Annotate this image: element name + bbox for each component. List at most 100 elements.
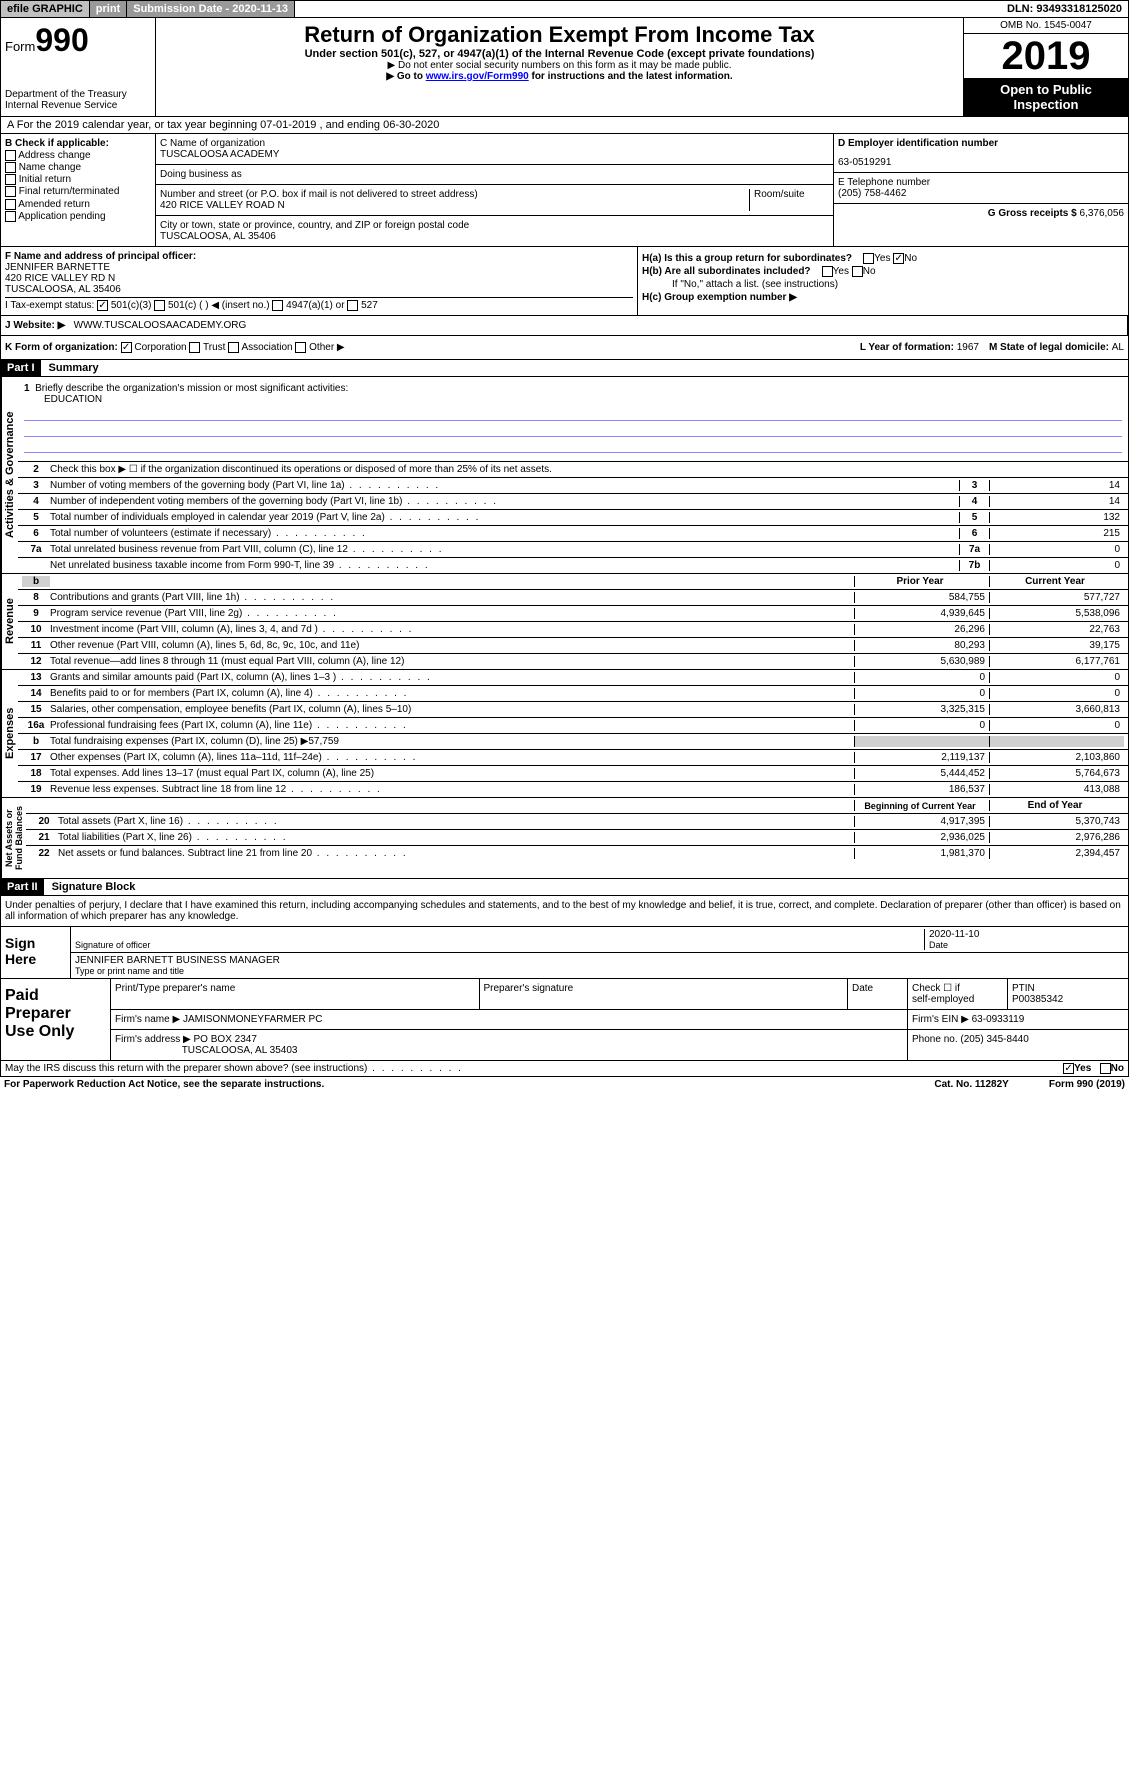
q17-curr: 2,103,860 — [989, 752, 1124, 763]
cb-discuss-yes[interactable] — [1063, 1063, 1074, 1074]
self-employed-label: self-employed — [912, 994, 974, 1005]
gross-label: G Gross receipts $ — [988, 208, 1080, 219]
officer-addr1: 420 RICE VALLEY RD N — [5, 273, 633, 284]
sig-officer-label: Signature of officer — [75, 940, 924, 950]
firm-addr2: TUSCALOOSA, AL 35403 — [182, 1045, 298, 1056]
q16a-curr: 0 — [989, 720, 1124, 731]
q11-prior: 80,293 — [854, 640, 989, 651]
row-a-period: A For the 2019 calendar year, or tax yea… — [0, 117, 1129, 134]
preparer-name-hdr: Print/Type preparer's name — [111, 979, 480, 1009]
q14-curr: 0 — [989, 688, 1124, 699]
ein-value: 63-0519291 — [838, 157, 1124, 168]
q7a-value: 0 — [989, 544, 1124, 555]
row-i: I Tax-exempt status: 501(c)(3) 501(c) ( … — [5, 300, 633, 311]
firm-addr1: PO BOX 2347 — [194, 1034, 257, 1045]
q13-prior: 0 — [854, 672, 989, 683]
cb-address-change[interactable]: Address change — [5, 150, 151, 161]
cb-501c[interactable] — [154, 300, 165, 311]
begin-year-hdr: Beginning of Current Year — [854, 800, 989, 811]
prior-year-hdr: Prior Year — [854, 576, 989, 587]
street-address: 420 RICE VALLEY ROAD N — [160, 200, 749, 211]
year-formation: 1967 — [957, 342, 979, 353]
cb-final-return[interactable]: Final return/terminated — [5, 186, 151, 197]
cb-application-pending[interactable]: Application pending — [5, 211, 151, 222]
firm-name: JAMISONMONEYFARMER PC — [183, 1014, 322, 1025]
cb-discuss-no[interactable] — [1100, 1063, 1111, 1074]
q8-curr: 577,727 — [989, 592, 1124, 603]
ptin-value: P00385342 — [1012, 994, 1063, 1005]
hc-line: H(c) Group exemption number ▶ — [642, 292, 1124, 303]
city-state-zip: TUSCALOOSA, AL 35406 — [160, 231, 829, 242]
q15-text: Salaries, other compensation, employee b… — [50, 704, 854, 715]
website-value: WWW.TUSCALOOSAACADEMY.ORG — [74, 320, 247, 331]
q10-curr: 22,763 — [989, 624, 1124, 635]
cb-trust[interactable] — [189, 342, 200, 353]
q22-prior: 1,981,370 — [854, 848, 989, 859]
q9-curr: 5,538,096 — [989, 608, 1124, 619]
section-revenue: Revenue bPrior YearCurrent Year 8Contrib… — [0, 574, 1129, 670]
tel-label: E Telephone number — [838, 177, 1124, 188]
cb-501c3[interactable] — [97, 300, 108, 311]
q8-text: Contributions and grants (Part VIII, lin… — [50, 592, 854, 603]
cb-other[interactable] — [295, 342, 306, 353]
q16a-prior: 0 — [854, 720, 989, 731]
cb-527[interactable] — [347, 300, 358, 311]
q7a-text: Total unrelated business revenue from Pa… — [50, 544, 959, 555]
q16a-text: Professional fundraising fees (Part IX, … — [50, 720, 854, 731]
mission-value: EDUCATION — [24, 394, 1122, 405]
row-j: J Website: ▶ WWW.TUSCALOOSAACADEMY.ORG — [0, 316, 1129, 336]
q18-prior: 5,444,452 — [854, 768, 989, 779]
firm-phone-label: Phone no. — [912, 1034, 960, 1045]
q18-text: Total expenses. Add lines 13–17 (must eq… — [50, 768, 854, 779]
section-governance: Activities & Governance 1 Briefly descri… — [0, 377, 1129, 574]
q13-curr: 0 — [989, 672, 1124, 683]
box-c: C Name of organization TUSCALOOSA ACADEM… — [156, 134, 833, 246]
officer-addr2: TUSCALOOSA, AL 35406 — [5, 284, 633, 298]
q12-curr: 6,177,761 — [989, 656, 1124, 667]
q13-text: Grants and similar amounts paid (Part IX… — [50, 672, 854, 683]
q20-curr: 5,370,743 — [989, 816, 1124, 827]
form-subtitle: Under section 501(c), 527, or 4947(a)(1)… — [160, 48, 959, 60]
officer-name: JENNIFER BARNETTE — [5, 262, 633, 273]
submission-date: Submission Date - 2020-11-13 — [127, 1, 295, 17]
q19-prior: 186,537 — [854, 784, 989, 795]
box-d: D Employer identification number 63-0519… — [833, 134, 1128, 246]
q19-curr: 413,088 — [989, 784, 1124, 795]
q4-value: 14 — [989, 496, 1124, 507]
sig-date-label: Date — [929, 940, 1124, 950]
cb-corp[interactable] — [121, 342, 132, 353]
addr-label: Number and street (or P.O. box if mail i… — [160, 189, 749, 200]
q3-text: Number of voting members of the governin… — [50, 480, 959, 491]
row-k: K Form of organization: Corporation Trus… — [0, 336, 1129, 360]
org-name: TUSCALOOSA ACADEMY — [160, 149, 829, 160]
irs-link[interactable]: www.irs.gov/Form990 — [426, 71, 529, 82]
cb-amended[interactable]: Amended return — [5, 199, 151, 210]
firm-name-label: Firm's name ▶ — [115, 1014, 180, 1025]
section-expenses: Expenses 13Grants and similar amounts pa… — [0, 670, 1129, 798]
q6-text: Total number of volunteers (estimate if … — [50, 528, 959, 539]
form-number: Form990 — [5, 22, 151, 59]
cb-assoc[interactable] — [228, 342, 239, 353]
cb-name-change[interactable]: Name change — [5, 162, 151, 173]
q21-curr: 2,976,286 — [989, 832, 1124, 843]
form-header: Form990 Department of the Treasury Inter… — [0, 18, 1129, 117]
print-button[interactable]: print — [90, 1, 127, 17]
note-ssn: ▶ Do not enter social security numbers o… — [160, 60, 959, 71]
form-footer: Form 990 (2019) — [1049, 1079, 1125, 1090]
q22-text: Net assets or fund balances. Subtract li… — [58, 848, 854, 859]
q19-text: Revenue less expenses. Subtract line 18 … — [50, 784, 854, 795]
section-net-assets: Net Assets or Fund Balances Beginning of… — [0, 798, 1129, 879]
domicile: AL — [1112, 342, 1124, 353]
q11-text: Other revenue (Part VIII, column (A), li… — [50, 640, 854, 651]
firm-phone: (205) 345-8440 — [960, 1034, 1028, 1045]
part-ii-header: Part II Signature Block — [0, 879, 1129, 896]
city-label: City or town, state or province, country… — [160, 220, 829, 231]
q22-curr: 2,394,457 — [989, 848, 1124, 859]
cb-4947[interactable] — [272, 300, 283, 311]
q1-text: Briefly describe the organization's miss… — [35, 383, 348, 394]
discuss-question: May the IRS discuss this return with the… — [5, 1063, 463, 1074]
q14-prior: 0 — [854, 688, 989, 699]
q11-curr: 39,175 — [989, 640, 1124, 651]
q21-prior: 2,936,025 — [854, 832, 989, 843]
cb-initial-return[interactable]: Initial return — [5, 174, 151, 185]
